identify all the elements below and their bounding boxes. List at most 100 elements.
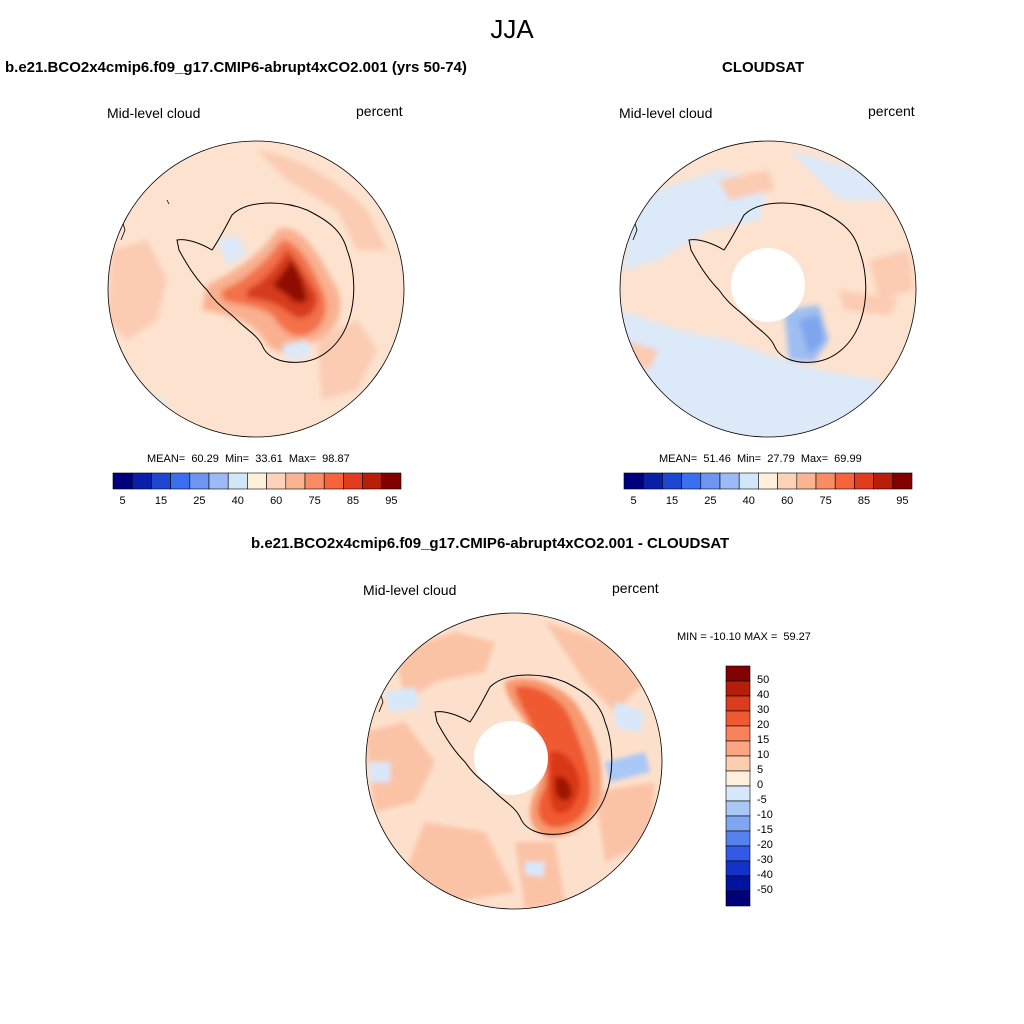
diff-colorbar-tick-label: 40 — [757, 689, 770, 701]
antarctica-coastline — [176, 202, 355, 363]
diff-units-label: percent — [612, 580, 659, 596]
obs-colorbar-swatch — [815, 472, 836, 490]
diff-missing-data-hole — [474, 721, 548, 795]
diff-colorbar-tick-label: 20 — [757, 719, 770, 731]
diff-colorbar-swatch — [725, 695, 751, 712]
diff-colorbar-labels: 50 40 30 20 15 10 5 0 -5 -10 -15 -20 -30 -40 -50 — [757, 666, 797, 906]
diff-colorbar-tick-label: -40 — [757, 869, 773, 881]
obs-colorbar-swatch — [681, 472, 702, 490]
obs-colorbar-swatch — [700, 472, 721, 490]
obs-contour-region — [869, 250, 914, 300]
figure-title: JJA — [490, 14, 534, 44]
diff-colorbar-swatch — [725, 680, 751, 697]
model-colorbar-tick-label: 40 — [231, 495, 244, 507]
obs-colorbar-swatch — [642, 472, 663, 490]
diff-colorbar-tick-label: -50 — [757, 884, 773, 896]
obs-stats-text: MEAN= 51.46 Min= 27.79 Max= 69.99 — [659, 453, 862, 465]
diff-colorbar-swatch — [725, 755, 751, 772]
diff-colorbar-swatch — [725, 725, 751, 742]
obs-units-label: percent — [868, 103, 915, 119]
obs-colorbar-swatch — [623, 472, 644, 490]
obs-colorbar-swatch — [892, 472, 913, 490]
diff-colorbar-tick-label: 50 — [757, 674, 770, 686]
diff-colorbar-tick-label: 0 — [757, 779, 764, 791]
model-contour-region — [217, 235, 247, 265]
diff-polar-map — [365, 612, 663, 910]
antarctica-coastline — [434, 674, 613, 835]
obs-missing-data-hole — [731, 248, 805, 322]
obs-colorbar-swatch — [719, 472, 740, 490]
antarctica-coastline — [688, 202, 867, 363]
diff-colorbar-tick-label: -30 — [757, 854, 773, 866]
model-colorbar-swatch — [304, 472, 325, 490]
obs-colorbar-swatch — [873, 472, 894, 490]
model-colorbar-swatch — [227, 472, 248, 490]
obs-colorbar-tick-label: 40 — [742, 495, 755, 507]
obs-panel-title: CLOUDSAT — [722, 59, 805, 76]
diff-colorbar-swatch — [725, 890, 751, 907]
obs-contour-region — [620, 310, 899, 437]
diff-contour-region — [545, 622, 645, 712]
model-variable-label: Mid-level cloud — [107, 105, 201, 121]
diff-contour-region — [395, 632, 495, 702]
model-colorbar-tick-label: 95 — [385, 495, 398, 507]
diff-colorbar-tick-label: -5 — [757, 794, 767, 806]
diff-stats-text: MIN = -10.10 MAX = 59.27 — [677, 631, 811, 643]
diff-contour-region — [615, 702, 645, 732]
diff-colorbar — [725, 665, 751, 907]
obs-contour-region — [719, 170, 774, 200]
obs-colorbar-swatch — [662, 472, 682, 490]
diff-contour-region — [555, 776, 572, 801]
model-colorbar-swatch — [247, 472, 267, 490]
model-contour-region — [257, 150, 387, 250]
obs-colorbar-labels: 5 15 25 40 60 75 85 95 — [624, 495, 912, 509]
diff-colorbar-tick-label: -15 — [757, 824, 773, 836]
model-colorbar-swatch — [381, 472, 402, 490]
obs-colorbar — [623, 472, 913, 490]
diff-panel-title: b.e21.BCO2x4cmip6.f09_g17.CMIP6-abrupt4x… — [251, 535, 730, 552]
diff-colorbar-swatch — [725, 665, 751, 682]
obs-colorbar-tick-label: 25 — [704, 495, 717, 507]
diff-colorbar-swatch — [725, 815, 751, 832]
model-units-label: percent — [356, 103, 403, 119]
model-colorbar-tick-label: 25 — [193, 495, 206, 507]
model-contour-region — [282, 340, 312, 360]
obs-colorbar-tick-label: 5 — [630, 495, 637, 507]
diff-contour-region — [605, 752, 650, 782]
obs-colorbar-tick-label: 15 — [665, 495, 679, 507]
model-colorbar-swatch — [266, 472, 287, 490]
obs-colorbar-tick-label: 95 — [896, 495, 909, 507]
model-colorbar-tick-label: 15 — [154, 495, 168, 507]
diff-contour-region — [595, 782, 655, 862]
model-stats-text: MEAN= 60.29 Min= 33.61 Max= 98.87 — [147, 453, 350, 465]
model-colorbar-swatch — [112, 472, 133, 490]
obs-colorbar-swatch — [796, 472, 817, 490]
diff-colorbar-tick-label: -10 — [757, 809, 773, 821]
model-colorbar-swatch — [208, 472, 229, 490]
obs-colorbar-tick-label: 60 — [781, 495, 794, 507]
model-colorbar-tick-label: 60 — [270, 495, 283, 507]
obs-contour-region — [839, 290, 899, 315]
model-colorbar-labels: 5 15 25 40 60 75 85 95 — [113, 495, 401, 509]
diff-colorbar-swatch — [725, 800, 751, 817]
diff-contour-region — [405, 822, 515, 902]
model-colorbar-tick-label: 5 — [119, 495, 126, 507]
obs-variable-label: Mid-level cloud — [619, 105, 713, 121]
obs-colorbar-swatch — [834, 472, 855, 490]
obs-colorbar-swatch — [758, 472, 778, 490]
model-colorbar-swatch — [343, 472, 363, 490]
diff-contour-region — [370, 762, 390, 782]
model-colorbar-tick-label: 85 — [346, 495, 360, 507]
obs-colorbar-tick-label: 75 — [819, 495, 832, 507]
model-colorbar-swatch — [131, 472, 152, 490]
diff-colorbar-swatch — [725, 845, 751, 862]
diff-colorbar-swatch — [725, 740, 751, 757]
diff-contour-region — [525, 862, 545, 877]
model-polar-map — [107, 140, 405, 438]
model-contour-region — [317, 320, 377, 400]
model-panel-title: b.e21.BCO2x4cmip6.f09_g17.CMIP6-abrupt4x… — [5, 59, 467, 76]
model-contour-region — [272, 260, 307, 303]
model-colorbar-swatch — [151, 472, 171, 490]
diff-colorbar-tick-label: -20 — [757, 839, 773, 851]
model-colorbar — [112, 472, 402, 490]
